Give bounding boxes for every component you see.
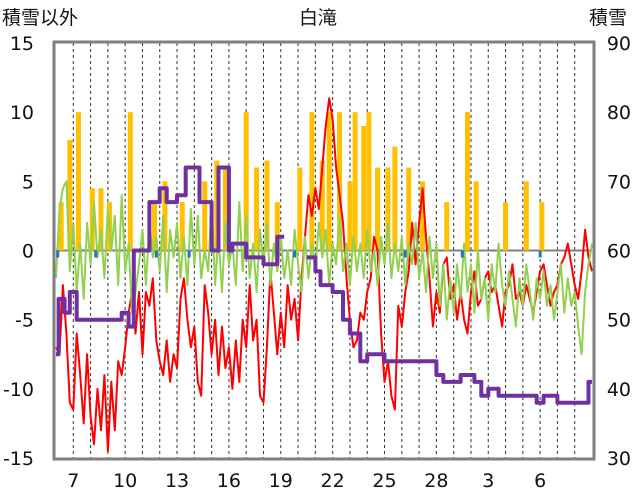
snowfall-bar <box>473 181 479 251</box>
snowfall-bar <box>254 167 260 251</box>
precip-mark <box>187 250 191 258</box>
precip-mark <box>460 250 464 258</box>
x-tick-label: 16 <box>217 470 241 492</box>
snowfall-bar <box>523 181 529 251</box>
x-tick-label: 10 <box>113 470 137 492</box>
snowfall-bar <box>243 112 249 251</box>
precip-mark <box>154 250 158 258</box>
snowfall-bar <box>58 202 64 251</box>
snowfall-bar <box>503 202 509 251</box>
snowfall-bar <box>319 160 325 251</box>
y-right-tick-label: 90 <box>607 33 631 55</box>
snowfall-bar <box>347 181 353 251</box>
snowfall-bar <box>75 112 81 251</box>
x-tick-label: 13 <box>165 470 189 492</box>
snowfall-bar <box>352 112 358 251</box>
x-tick-label: 22 <box>321 470 345 492</box>
snowfall-bar <box>385 167 391 251</box>
y-left-tick-label: 0 <box>22 241 34 263</box>
snowfall-bar <box>392 146 398 251</box>
snowfall-bar <box>539 202 545 251</box>
snowfall-bar <box>406 167 412 251</box>
snowfall-bar <box>366 112 372 251</box>
right-axis-title: 積雪 <box>589 7 627 29</box>
series-line-0 <box>55 97 593 453</box>
y-right-tick-label: 50 <box>607 310 631 332</box>
y-left-tick-label: 10 <box>10 102 34 124</box>
plot-frame <box>52 40 596 461</box>
series-line-3 <box>306 255 592 405</box>
y-right-tick-label: 80 <box>607 102 631 124</box>
y-left-tick-label: -15 <box>3 448 34 470</box>
snowfall-bar <box>98 188 104 251</box>
precip-mark <box>94 250 98 258</box>
precip-mark <box>538 250 542 258</box>
x-tick-label: 28 <box>424 470 448 492</box>
snowfall-bar <box>202 181 208 251</box>
y-axis-right: 30 40 50 60 70 80 90 <box>607 33 631 470</box>
snowfall-bar <box>444 202 450 251</box>
snowfall-bar <box>162 181 168 251</box>
snowfall-bar <box>297 167 303 251</box>
y-left-tick-label: -10 <box>3 379 34 401</box>
precip-mark <box>293 250 297 258</box>
y-right-tick-label: 30 <box>607 448 631 470</box>
snowfall-bar <box>326 112 332 251</box>
snowfall-bar <box>309 112 315 251</box>
snowfall-bar <box>127 112 133 251</box>
y-right-tick-label: 60 <box>607 241 631 263</box>
left-axis-title: 積雪以外 <box>2 7 78 29</box>
y-axis-left: -15 -10 -5 0 5 10 15 <box>3 33 34 470</box>
precip-mark <box>56 250 60 258</box>
snowfall-bar <box>179 202 185 251</box>
x-tick-label: 3 <box>482 470 494 492</box>
snowfall-bar <box>274 202 280 251</box>
y-left-tick-label: -5 <box>15 310 34 332</box>
snowfall-bar <box>67 139 73 251</box>
x-tick-label: 19 <box>269 470 293 492</box>
y-left-tick-label: 5 <box>22 171 34 193</box>
y-left-tick-label: 15 <box>10 33 34 55</box>
snowfall-bar <box>361 126 367 251</box>
snowfall-bar <box>264 160 270 251</box>
series-layer <box>55 97 593 453</box>
snowfall-bar <box>222 167 228 251</box>
snowfall-bar <box>152 202 158 251</box>
y-right-tick-label: 70 <box>607 171 631 193</box>
precip-mark <box>403 250 407 258</box>
x-tick-label: 6 <box>534 470 546 492</box>
series-line-1 <box>55 180 593 356</box>
x-axis: 7 10 13 16 19 22 25 28 3 6 <box>67 470 546 492</box>
x-tick-label: 7 <box>67 470 79 492</box>
series-line-2 <box>56 165 285 357</box>
y-right-tick-label: 40 <box>607 379 631 401</box>
snowfall-bar <box>337 112 343 251</box>
x-tick-label: 25 <box>372 470 396 492</box>
snowfall-bar <box>375 167 381 251</box>
snowfall-bar <box>420 181 426 251</box>
snowfall-bar <box>465 112 471 251</box>
chart-title: 白滝 <box>299 7 337 29</box>
